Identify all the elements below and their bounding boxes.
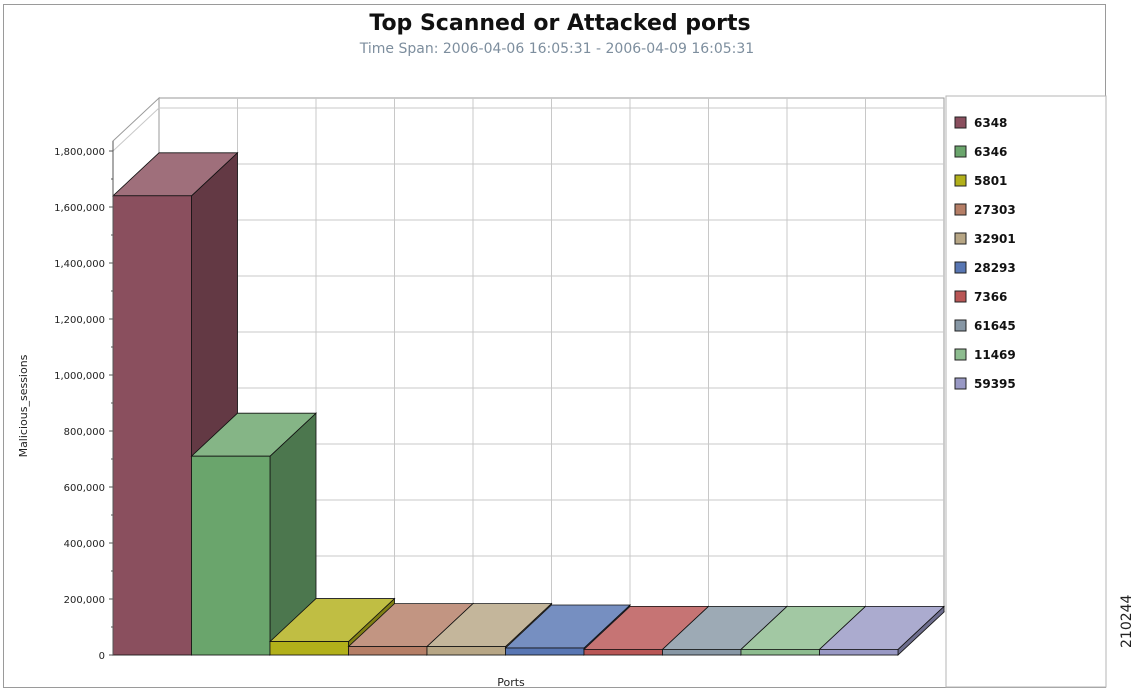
legend-swatch (954, 261, 967, 274)
bar-front (662, 649, 742, 656)
legend-swatch (954, 319, 967, 332)
legend-label: 5801 (974, 174, 1007, 188)
legend-swatch (954, 145, 967, 158)
bar-front (348, 646, 428, 656)
y-axis-label: Malicious_sessions (17, 354, 30, 457)
legend-swatch (954, 116, 967, 129)
figure-id: 210244 (1119, 594, 1135, 648)
legend-label: 27303 (974, 203, 1016, 217)
legend-swatch (954, 174, 967, 187)
y-tick-label: 1,800,000 (54, 147, 105, 158)
y-tick-label: 1,200,000 (54, 315, 105, 326)
bar-6346 (190, 412, 318, 656)
legend-label: 59395 (974, 377, 1016, 391)
y-tick-label: 600,000 (64, 483, 105, 494)
legend-box (945, 95, 1107, 688)
legend: 6348 6346 5801 27303 32901 28293 7366 61645 1146… (954, 116, 1016, 391)
x-axis-label: Ports (497, 676, 525, 689)
y-tick-label: 200,000 (64, 595, 105, 606)
bar-front (505, 647, 585, 656)
legend-swatch (954, 348, 967, 361)
y-tick-label: 1,400,000 (54, 259, 105, 270)
bar-front (426, 646, 506, 656)
y-tick-label: 0 (99, 651, 105, 662)
legend-label: 61645 (974, 319, 1016, 333)
bar-front (740, 649, 820, 656)
y-tick-label: 400,000 (64, 539, 105, 550)
legend-label: 32901 (974, 232, 1016, 246)
bars (111, 151, 946, 656)
legend-label: 28293 (974, 261, 1016, 275)
bar-front (112, 195, 192, 656)
y-tick-label: 1,600,000 (54, 203, 105, 214)
legend-label: 6348 (974, 116, 1007, 130)
chart-title: Top Scanned or Attacked ports (369, 11, 750, 36)
legend-label: 7366 (974, 290, 1007, 304)
bar-front (819, 649, 899, 656)
legend-swatch (954, 232, 967, 245)
chart-subtitle: Time Span: 2006-04-06 16:05:31 - 2006-04… (359, 41, 754, 57)
bar-front (269, 641, 349, 656)
bar-front (583, 649, 663, 656)
y-axis: 0 200,000 400,000 600,000 800,000 1,000,000 1,… (54, 141, 114, 662)
y-tick-label: 800,000 (64, 427, 105, 438)
legend-swatch (954, 290, 967, 303)
legend-label: 11469 (974, 348, 1016, 362)
gridline-side (112, 107, 160, 152)
y-tick-label: 1,000,000 (54, 371, 105, 382)
legend-label: 6346 (974, 145, 1007, 159)
bar-front (191, 455, 271, 656)
legend-swatch (954, 203, 967, 216)
legend-swatch (954, 377, 967, 390)
bar-59395 (818, 605, 946, 656)
